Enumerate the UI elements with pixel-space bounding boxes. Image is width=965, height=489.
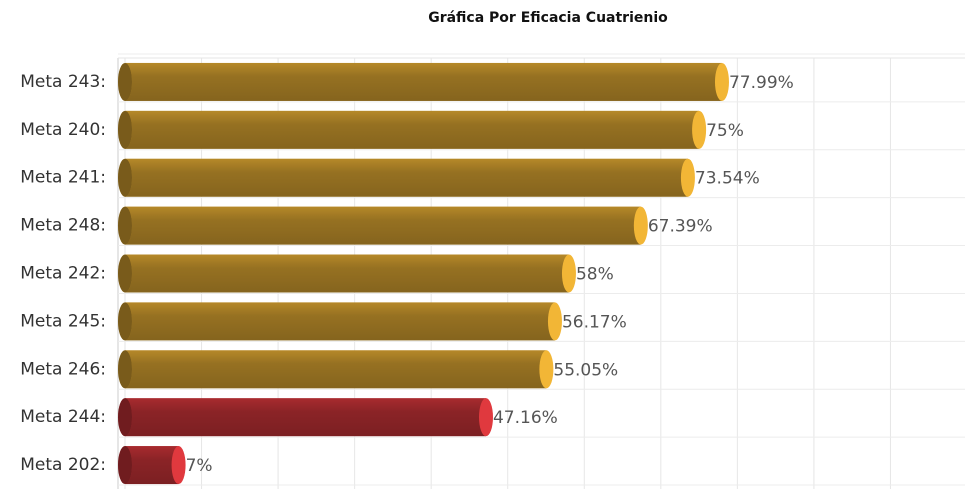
y-tick-label: Meta 243: (20, 72, 106, 92)
bar-base-shade (118, 158, 132, 197)
chart-title: Gráfica Por Eficacia Cuatrienio (428, 10, 668, 26)
y-tick-label: Meta 242: (20, 264, 106, 284)
bar-cap (171, 446, 186, 485)
y-tick-label: Meta 202: (20, 455, 106, 475)
bar-cap (547, 302, 562, 341)
bar-base-shade (118, 350, 132, 389)
bar-shade (125, 110, 700, 149)
bar-base-shade (118, 254, 132, 293)
value-label: 58% (576, 265, 614, 285)
bar-base-shade (118, 446, 132, 485)
y-tick-label: Meta 241: (20, 168, 106, 188)
value-label: 7% (186, 456, 213, 476)
y-tick-label: Meta 245: (20, 311, 106, 331)
bar-shade (125, 446, 179, 485)
y-tick-label: Meta 244: (20, 407, 106, 427)
bar-shade (125, 398, 486, 437)
bar-shade (125, 350, 547, 389)
y-tick-label: Meta 248: (20, 216, 106, 236)
bar-base-shade (118, 206, 132, 245)
bar-cap (692, 110, 707, 149)
bar-shade (125, 302, 555, 341)
bar-shade (125, 206, 641, 245)
bar-shade (125, 158, 688, 197)
bar-cap (680, 158, 695, 197)
bar-shade (125, 254, 569, 293)
value-label: 77.99% (729, 73, 794, 93)
value-label: 47.16% (493, 408, 558, 428)
bar-cap (714, 62, 729, 101)
value-label: 56.17% (562, 312, 627, 332)
bar-cap (633, 206, 648, 245)
value-label: 75% (706, 121, 744, 141)
bar-base-shade (118, 62, 132, 101)
bar-base-shade (118, 302, 132, 341)
bar-cap (539, 350, 554, 389)
bar-cap (561, 254, 576, 293)
bar-shade (125, 62, 722, 101)
y-tick-label: Meta 246: (20, 359, 106, 379)
y-tick-label: Meta 240: (20, 120, 106, 140)
bar-base-shade (118, 398, 132, 437)
value-label: 55.05% (553, 360, 618, 380)
bar-base-shade (118, 110, 132, 149)
bar-cap (478, 398, 493, 437)
value-label: 73.54% (695, 169, 760, 189)
value-label: 67.39% (648, 217, 713, 237)
